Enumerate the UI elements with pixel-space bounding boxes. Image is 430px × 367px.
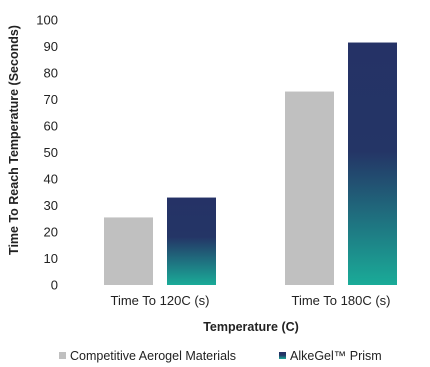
y-tick-label: 30 (44, 198, 58, 213)
bar-alkegel-120c (167, 197, 216, 285)
y-tick-label: 10 (44, 251, 58, 266)
bar-alkegel-180c (348, 42, 397, 286)
legend-swatch-alkegel (279, 352, 286, 359)
bar-competitive-180c (285, 91, 334, 285)
legend-label-competitive: Competitive Aerogel Materials (70, 349, 236, 363)
legend-label-alkegel: AlkeGel™ Prism (290, 349, 382, 363)
x-category-label: Time To 120C (s) (111, 293, 210, 308)
y-tick-label: 0 (51, 278, 58, 293)
legend: Competitive Aerogel Materials AlkeGel™ P… (59, 349, 382, 363)
x-category-label: Time To 180C (s) (292, 293, 391, 308)
y-axis-title-group: Time To Reach Temperature (Seconds) (7, 25, 21, 255)
y-tick-label: 60 (44, 119, 58, 134)
x-axis-labels: Time To 120C (s) Time To 180C (s) (111, 293, 391, 308)
y-axis-ticks: 0 10 20 30 40 50 60 70 80 90 100 (36, 13, 58, 293)
bars (104, 42, 397, 286)
bar-competitive-120c (104, 217, 153, 285)
y-tick-label: 100 (36, 13, 58, 28)
y-tick-label: 50 (44, 145, 58, 160)
y-tick-label: 80 (44, 66, 58, 81)
y-axis-title: Time To Reach Temperature (Seconds) (7, 25, 21, 255)
y-tick-label: 40 (44, 172, 58, 187)
x-axis-title: Temperature (C) (203, 320, 299, 334)
y-tick-label: 70 (44, 92, 58, 107)
legend-swatch-competitive (59, 352, 66, 359)
y-tick-label: 90 (44, 39, 58, 54)
y-tick-label: 20 (44, 225, 58, 240)
